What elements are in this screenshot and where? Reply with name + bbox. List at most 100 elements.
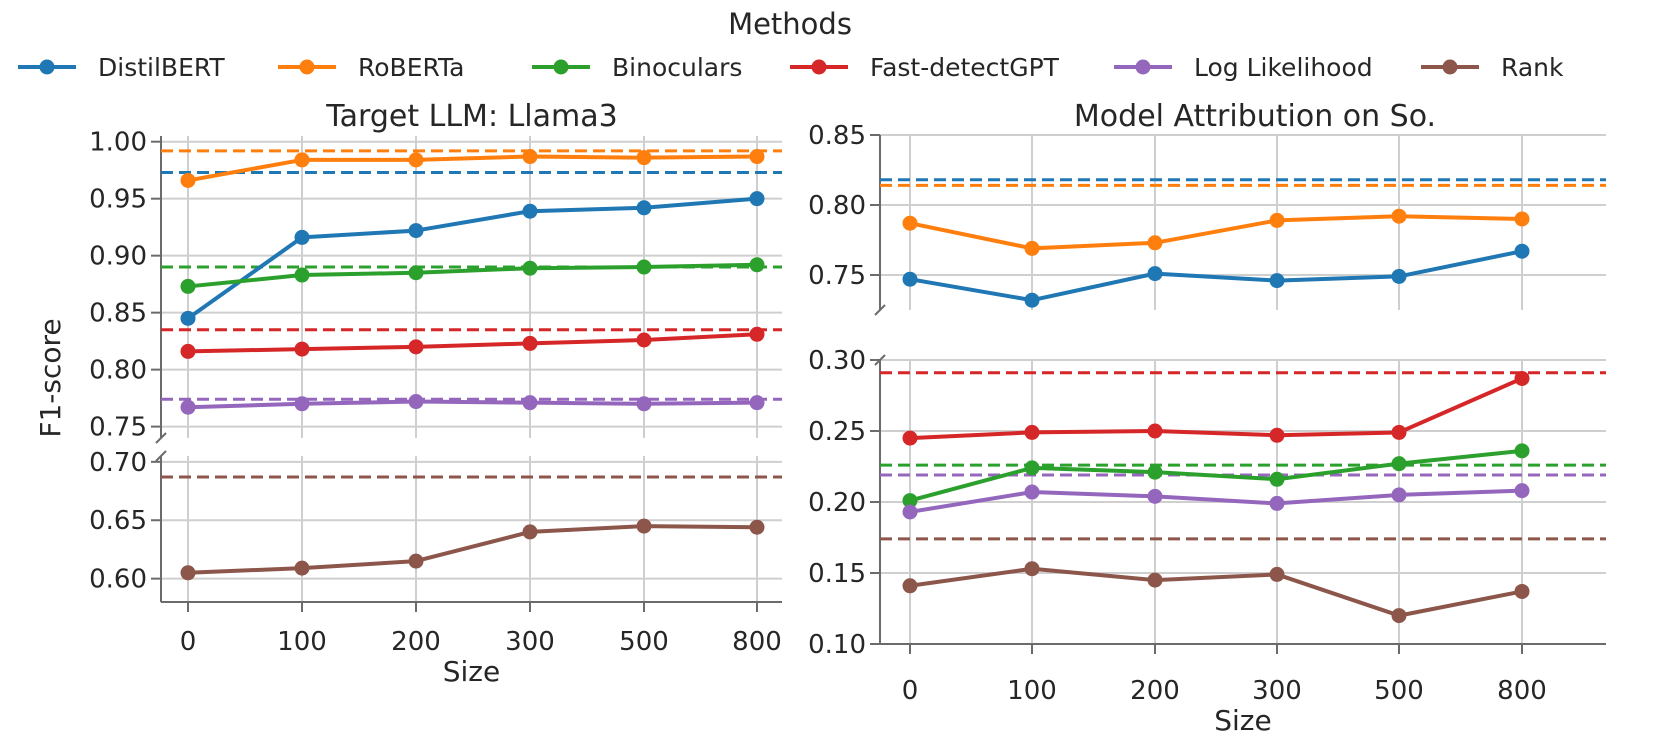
data-point <box>1024 460 1040 476</box>
series-distilbert <box>180 191 765 326</box>
data-point <box>408 339 424 355</box>
series-log-likelihood <box>180 394 765 415</box>
y-tick-label: 0.30 <box>808 346 866 376</box>
data-point <box>522 524 538 540</box>
data-point <box>1147 266 1163 282</box>
y-tick-label: 0.85 <box>808 121 866 151</box>
y-tick-label: 0.75 <box>89 413 147 443</box>
series-line <box>909 376 1523 441</box>
data-point <box>749 519 765 535</box>
data-point <box>294 267 310 283</box>
data-point <box>749 326 765 342</box>
y-tick-label: 1.00 <box>89 128 147 158</box>
data-point <box>408 394 424 410</box>
legend: Methods DistilBERT RoBERTa Binoculars Fast-… <box>18 7 1564 82</box>
break-mark <box>155 432 167 444</box>
y-tick-label: 0.80 <box>89 356 147 386</box>
data-point <box>1391 268 1407 284</box>
legend-label: DistilBERT <box>98 53 225 82</box>
x-tick-label: 0 <box>180 627 197 657</box>
data-point <box>1024 484 1040 500</box>
legend-marker <box>1135 59 1151 75</box>
data-point <box>1514 443 1530 459</box>
data-point <box>1269 212 1285 228</box>
chart-title: Target LLM: Llama3 <box>325 99 617 134</box>
data-point <box>902 430 918 446</box>
y-tick-label: 0.10 <box>808 630 866 660</box>
legend-label: Fast-detectGPT <box>870 53 1060 82</box>
data-point <box>1391 208 1407 224</box>
data-point <box>522 203 538 219</box>
x-tick-label: 300 <box>1252 676 1302 706</box>
y-tick-label: 0.15 <box>808 559 866 589</box>
y-tick-label: 0.85 <box>89 299 147 329</box>
y-tick-label: 0.60 <box>89 565 147 595</box>
y-tick-label: 0.95 <box>89 185 147 215</box>
data-point <box>1514 583 1530 599</box>
data-point <box>1269 566 1285 582</box>
data-point <box>294 152 310 168</box>
data-point <box>749 257 765 273</box>
data-point <box>294 229 310 245</box>
data-point <box>1391 424 1407 440</box>
data-point <box>408 265 424 281</box>
legend-marker <box>811 59 827 75</box>
data-point <box>1147 423 1163 439</box>
series-line <box>909 566 1523 618</box>
data-point <box>180 343 196 359</box>
break-mark <box>874 304 886 316</box>
data-point <box>522 395 538 411</box>
data-point <box>294 341 310 357</box>
legend-marker <box>553 59 569 75</box>
data-point <box>522 260 538 276</box>
data-point <box>636 150 652 166</box>
data-point <box>1514 483 1530 499</box>
legend-item-roberta: RoBERTa <box>278 53 465 82</box>
data-point <box>1514 211 1530 227</box>
data-point <box>180 399 196 415</box>
data-point <box>1269 495 1285 511</box>
data-point <box>522 335 538 351</box>
legend-marker <box>1442 59 1458 75</box>
data-point <box>1024 424 1040 440</box>
y-axis-label: F1-score <box>34 318 67 437</box>
series-line <box>909 249 1523 303</box>
data-point <box>294 560 310 576</box>
data-point <box>636 396 652 412</box>
data-point <box>1147 235 1163 251</box>
panel-right: Model Attribution on So. 0.75 0.80 0.85 0.10… <box>808 99 1606 737</box>
x-axis-label: Size <box>1214 704 1271 737</box>
data-point <box>180 565 196 581</box>
data-point <box>636 332 652 348</box>
series-fast-detectgpt <box>180 326 765 359</box>
legend-item-fast-detectgpt: Fast-detectGPT <box>790 53 1060 82</box>
legend-item-binoculars: Binoculars <box>532 53 742 82</box>
data-point <box>1024 292 1040 308</box>
series-binoculars <box>902 443 1530 509</box>
data-point <box>294 396 310 412</box>
data-point <box>408 223 424 239</box>
data-point <box>1024 561 1040 577</box>
series-line <box>909 488 1523 514</box>
data-point <box>522 149 538 165</box>
legend-title: Methods <box>728 7 852 41</box>
data-point <box>1147 572 1163 588</box>
y-tick-label: 0.80 <box>808 191 866 221</box>
data-point <box>902 504 918 520</box>
y-tick-label: 0.70 <box>89 448 147 478</box>
y-tick-label: 0.65 <box>89 506 147 536</box>
legend-item-rank: Rank <box>1421 53 1564 82</box>
panel-left: Target LLM: Llama3 0.75 0.80 0.85 0.90 0.95 1.… <box>34 99 782 688</box>
data-point <box>1024 240 1040 256</box>
data-point <box>636 518 652 534</box>
legend-marker <box>299 59 315 75</box>
break-mark <box>874 354 886 366</box>
x-tick-label: 500 <box>1374 676 1424 706</box>
grid: 0.75 0.80 0.85 0.90 0.95 1.00 0.60 0.65 0.70 <box>89 128 782 602</box>
x-tick-label: 100 <box>277 627 327 657</box>
data-point <box>749 149 765 165</box>
series-log-likelihood <box>902 483 1530 520</box>
y-tick-label: 0.75 <box>808 261 866 291</box>
series-line <box>909 214 1523 251</box>
chart-title: Model Attribution on So. <box>1074 99 1436 134</box>
